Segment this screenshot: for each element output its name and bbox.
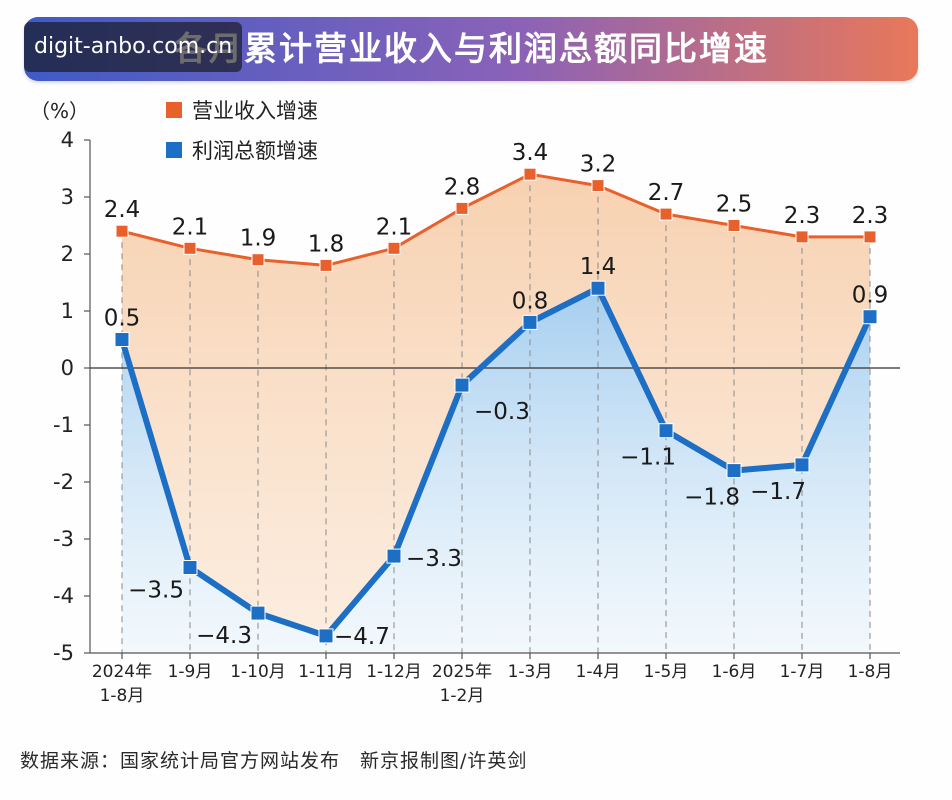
revenue-point (115, 224, 129, 238)
revenue-data-label: 1.9 (240, 226, 277, 252)
x-tick-label: 1-7月 (780, 662, 825, 682)
x-tick-label: 1-9月 (168, 662, 213, 682)
x-tick-label: 1-2月 (440, 686, 485, 706)
revenue-data-label: 2.4 (104, 197, 141, 223)
revenue-area (122, 174, 870, 636)
revenue-point (319, 258, 333, 272)
revenue-data-label: 2.5 (716, 192, 753, 218)
profit-data-label: 0.5 (104, 306, 141, 332)
profit-point (250, 605, 266, 621)
profit-point (454, 377, 470, 393)
chart-title: 各月累计营业收入与利润总额同比增速 (174, 29, 769, 68)
x-tick-label: 1-11月 (298, 662, 354, 682)
chart: 4 3 2 1 0 -1 -2 -3 -4 -5 （%） 2024年 1-8月 1-9月 1-10月 1-11… (30, 99, 900, 706)
profit-point (318, 628, 334, 644)
profit-point (590, 280, 606, 296)
y-tick-label: 0 (61, 356, 74, 380)
revenue-point (251, 253, 265, 267)
revenue-point (455, 201, 469, 215)
revenue-point (727, 219, 741, 232)
revenue-line (121, 172, 870, 267)
profit-data-label: −1.7 (750, 479, 806, 505)
y-tick-label: 2 (61, 242, 74, 266)
x-tick-label: 1-3月 (508, 662, 553, 682)
revenue-point (183, 241, 197, 255)
y-tick-label: 3 (61, 185, 74, 209)
x-tick-label: 1-8月 (848, 662, 893, 682)
revenue-point (387, 241, 401, 255)
y-tick-label: -2 (53, 470, 74, 494)
profit-data-label: 1.4 (580, 254, 617, 280)
profit-area (122, 288, 870, 653)
profit-data-label: −4.3 (196, 623, 252, 649)
source-note: 数据来源：国家统计局官方网站发布 新京报制图/许英剑 (20, 750, 528, 772)
profit-point (182, 560, 198, 575)
x-tick-label: 1-5月 (644, 662, 689, 682)
legend-swatch-profit (166, 142, 182, 158)
x-tick-label: 2024年 (92, 662, 152, 682)
profit-point (862, 309, 878, 325)
profit-point (114, 332, 130, 347)
profit-data-label: −3.3 (406, 546, 462, 572)
x-tick-label: 1-8月 (100, 686, 145, 706)
revenue-data-label: 2.1 (376, 214, 413, 240)
profit-point (726, 463, 742, 479)
profit-point (386, 548, 402, 564)
x-tick-label: 1-12月 (366, 662, 422, 682)
profit-line (119, 285, 873, 639)
profit-data-label: −1.1 (620, 445, 676, 471)
profit-data-label: −1.8 (684, 485, 740, 511)
y-tick-label: 1 (61, 299, 74, 323)
revenue-data-label: 3.2 (580, 152, 617, 178)
revenue-point (795, 230, 809, 244)
revenue-data-label: 2.8 (444, 174, 481, 200)
profit-point (794, 457, 810, 473)
x-tick-label: 2025年 (432, 662, 492, 682)
revenue-data-label: 3.4 (512, 140, 549, 166)
y-tick-label: 4 (61, 128, 74, 152)
y-tick-label: -4 (53, 584, 74, 608)
legend-swatch-revenue (166, 102, 182, 118)
x-tick-label: 1-6月 (712, 662, 757, 682)
profit-data-label: 0.8 (512, 288, 549, 314)
profit-data-label: −3.5 (128, 578, 184, 604)
revenue-point (591, 179, 605, 193)
revenue-point (863, 230, 877, 244)
legend-label-profit: 利润总额增速 (192, 139, 318, 163)
profit-point (658, 423, 674, 439)
watermark: digit-anbo.com.cn (24, 22, 243, 72)
x-tick-label: 1-10月 (230, 662, 286, 682)
profit-data-label: −4.7 (334, 624, 390, 650)
profit-data-label: −0.3 (474, 399, 530, 425)
revenue-point (523, 167, 537, 181)
legend-label-revenue: 营业收入增速 (192, 99, 318, 123)
revenue-data-label: 2.7 (648, 180, 685, 206)
revenue-data-label: 2.3 (784, 203, 821, 229)
profit-data-label: 0.9 (852, 283, 889, 309)
y-tick-label: -5 (53, 641, 74, 665)
revenue-data-label: 2.1 (172, 214, 209, 240)
y-axis-unit: （%） (30, 99, 89, 123)
y-tick-label: -3 (53, 527, 74, 551)
revenue-data-label: 1.8 (308, 231, 345, 257)
y-tick-label: -1 (53, 413, 74, 437)
profit-point (522, 314, 538, 330)
x-tick-label: 1-4月 (576, 662, 621, 682)
revenue-point (659, 207, 673, 221)
revenue-data-label: 2.3 (852, 203, 889, 229)
